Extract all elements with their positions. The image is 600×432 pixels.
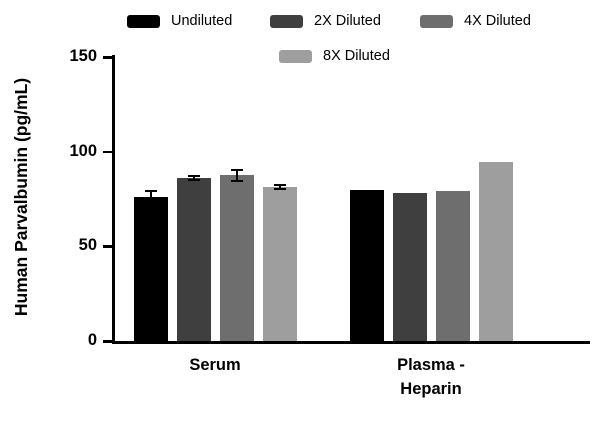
bar-2x-diluted — [176, 178, 211, 341]
y-tick-label: 100 — [69, 141, 97, 160]
bar-8x-diluted — [262, 186, 297, 341]
x-category-label: Serum — [189, 356, 241, 374]
y-tick-label: 150 — [69, 47, 97, 65]
legend-item-4x-diluted: 4X Diluted — [420, 13, 531, 29]
bar-undiluted — [133, 197, 168, 341]
legend-label-2x-diluted: 2X Diluted — [314, 13, 381, 29]
y-tick — [103, 150, 112, 154]
legend-item-8x-diluted: 8X Diluted — [279, 48, 390, 64]
error-bar-line — [278, 184, 281, 189]
error-bar-line — [149, 191, 152, 203]
y-tick — [103, 245, 112, 248]
error-bar-cap-top — [144, 190, 157, 193]
y-tick — [103, 340, 112, 343]
error-bar-cap-bottom — [230, 180, 243, 182]
bar-2x-diluted — [392, 193, 427, 341]
legend-swatch-undiluted — [127, 14, 160, 28]
legend-swatch-4x-diluted — [420, 14, 453, 28]
x-axis-line — [112, 341, 590, 344]
error-bar-line — [192, 176, 195, 181]
error-bar-cap-bottom — [187, 179, 200, 182]
legend-item-2x-diluted: 2X Diluted — [270, 13, 381, 29]
legend-label-4x-diluted: 4X Diluted — [464, 13, 531, 29]
legend-swatch-2x-diluted — [270, 14, 303, 28]
bar-4x-diluted — [219, 175, 254, 341]
x-category-label: Plasma - Heparin — [397, 356, 465, 398]
bar-8x-diluted — [478, 162, 513, 341]
bar-undiluted — [349, 189, 384, 341]
legend-label-8x-diluted: 8X Diluted — [323, 48, 390, 64]
error-bar-cap-top — [187, 175, 200, 178]
y-tick-label: 50 — [78, 236, 97, 255]
legend-swatch-8x-diluted — [279, 49, 312, 63]
legend-item-undiluted: Undiluted — [127, 13, 232, 29]
legend-label-undiluted: Undiluted — [171, 13, 233, 29]
bar-4x-diluted — [435, 191, 470, 341]
y-tick — [103, 56, 112, 59]
error-bar-cap-bottom — [144, 201, 157, 204]
y-axis-line — [112, 55, 115, 343]
error-bar-cap-top — [230, 168, 243, 171]
error-bar-line — [235, 169, 238, 181]
error-bar-cap-top — [273, 183, 286, 186]
y-tick-label: 0 — [87, 331, 97, 349]
error-bar-cap-bottom — [273, 187, 286, 190]
